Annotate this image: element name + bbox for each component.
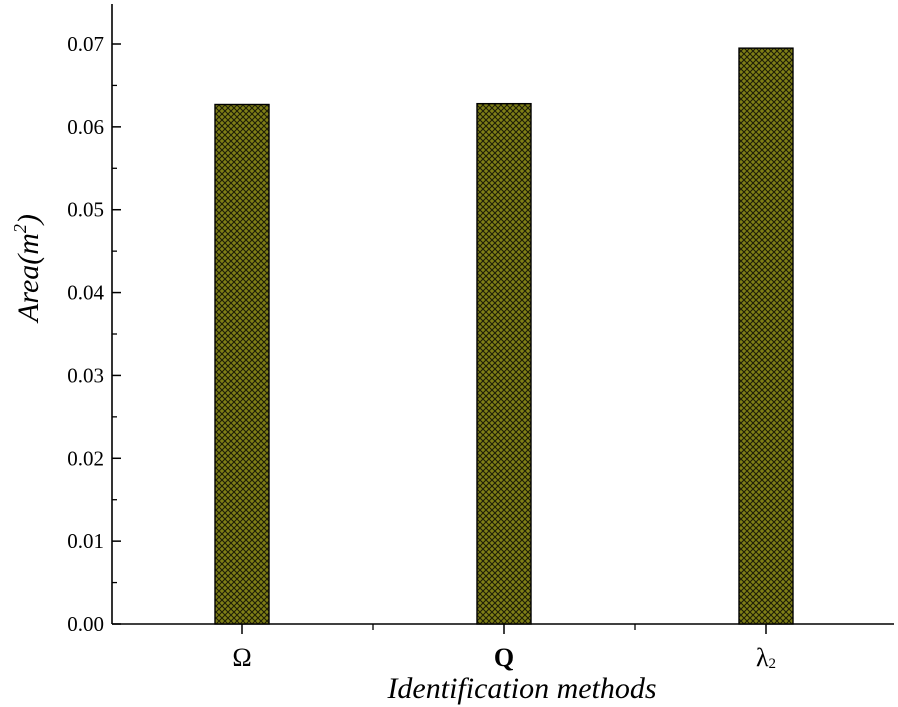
bar bbox=[214, 103, 270, 625]
bar bbox=[738, 47, 794, 625]
bar bbox=[476, 102, 532, 625]
y-axis-title-base: Area(m bbox=[12, 233, 45, 324]
y-ticks: 0.00 0.01 0.02 0.03 0.04 0.05 0.06 0.07 bbox=[67, 32, 121, 636]
y-axis: 0.00 0.01 0.02 0.03 0.04 0.05 0.06 0.07 bbox=[67, 4, 121, 636]
x-axis-title: Identification methods bbox=[386, 672, 656, 705]
y-tick-label: 0.04 bbox=[67, 281, 104, 305]
x-ticks bbox=[241, 624, 767, 634]
y-axis-title: Area(m2) bbox=[10, 214, 45, 324]
y-tick-label: 0.03 bbox=[67, 363, 104, 387]
x-category-label: Ω bbox=[232, 643, 251, 672]
y-tick-label: 0.02 bbox=[67, 446, 104, 470]
bars bbox=[214, 47, 794, 625]
y-tick-label: 0.01 bbox=[67, 529, 104, 553]
y-tick-label: 0.05 bbox=[67, 198, 104, 222]
y-tick-label: 0.06 bbox=[67, 115, 104, 139]
x-axis bbox=[112, 623, 894, 634]
y-tick-label: 0.07 bbox=[67, 32, 104, 56]
x-category-label: Q bbox=[494, 643, 514, 672]
x-category-label: λ2 bbox=[756, 643, 776, 672]
y-axis-title-close: ) bbox=[12, 214, 45, 226]
y-tick-label: 0.00 bbox=[67, 612, 104, 636]
y-axis-title-sup: 2 bbox=[10, 224, 30, 233]
